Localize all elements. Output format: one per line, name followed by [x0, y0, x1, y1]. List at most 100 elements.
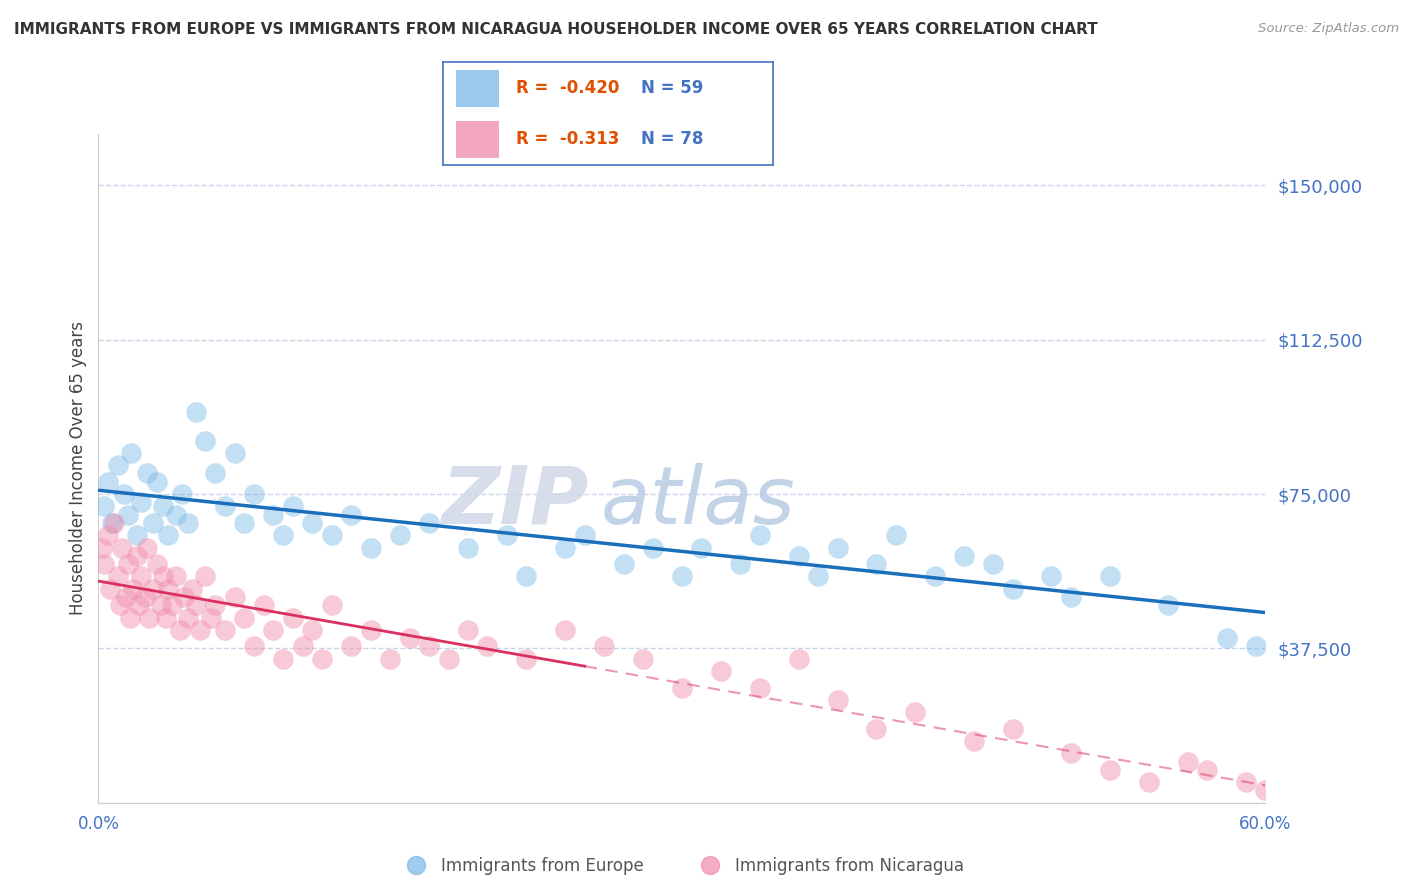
Point — [262, 623, 284, 637]
Point — [418, 640, 440, 654]
Point — [180, 582, 202, 596]
Point — [103, 516, 125, 530]
Point — [107, 569, 129, 583]
Point — [177, 516, 200, 530]
Point — [281, 500, 304, 514]
Point — [204, 467, 226, 481]
Point — [173, 590, 195, 604]
Point — [134, 590, 156, 604]
Point — [253, 598, 276, 612]
Point — [1294, 791, 1316, 805]
Point — [108, 598, 131, 612]
Legend: Immigrants from Europe, Immigrants from Nicaragua: Immigrants from Europe, Immigrants from … — [392, 850, 972, 881]
Point — [93, 500, 115, 514]
Point — [121, 446, 143, 460]
Point — [97, 475, 120, 489]
Text: N = 59: N = 59 — [641, 79, 703, 97]
Point — [146, 557, 169, 571]
Point — [904, 705, 927, 719]
Point — [631, 651, 654, 665]
Point — [321, 598, 343, 612]
Point — [97, 528, 120, 542]
FancyBboxPatch shape — [456, 70, 499, 106]
Point — [91, 541, 114, 555]
Point — [321, 528, 343, 542]
Point — [1254, 783, 1277, 797]
Point — [340, 508, 363, 522]
Text: R =  -0.313: R = -0.313 — [516, 130, 619, 148]
Point — [728, 557, 751, 571]
Point — [136, 541, 159, 555]
Point — [224, 446, 246, 460]
Point — [271, 528, 294, 542]
Point — [1274, 788, 1296, 802]
Point — [142, 582, 165, 596]
Point — [981, 557, 1004, 571]
Point — [152, 500, 174, 514]
Point — [170, 487, 193, 501]
Point — [291, 640, 314, 654]
Point — [233, 610, 256, 624]
Point — [360, 623, 382, 637]
Point — [301, 516, 323, 530]
Point — [418, 516, 440, 530]
Text: IMMIGRANTS FROM EUROPE VS IMMIGRANTS FROM NICARAGUA HOUSEHOLDER INCOME OVER 65 Y: IMMIGRANTS FROM EUROPE VS IMMIGRANTS FRO… — [14, 22, 1098, 37]
Point — [1244, 640, 1267, 654]
Point — [787, 549, 810, 563]
Point — [101, 516, 124, 530]
Point — [142, 516, 165, 530]
Point — [194, 569, 217, 583]
Point — [271, 651, 294, 665]
Y-axis label: Householder Income Over 65 years: Householder Income Over 65 years — [69, 321, 87, 615]
Point — [690, 541, 713, 555]
Point — [1040, 569, 1063, 583]
Point — [128, 598, 150, 612]
Point — [641, 541, 664, 555]
Point — [477, 640, 499, 654]
Point — [129, 495, 152, 509]
Point — [184, 405, 207, 419]
Point — [671, 681, 693, 695]
Point — [437, 651, 460, 665]
Point — [152, 569, 174, 583]
Point — [111, 541, 134, 555]
Point — [388, 528, 411, 542]
Point — [1137, 775, 1160, 789]
Point — [165, 508, 187, 522]
Point — [188, 623, 211, 637]
Point — [1177, 755, 1199, 769]
Point — [962, 734, 984, 748]
Point — [136, 467, 159, 481]
Point — [457, 541, 479, 555]
Point — [1157, 598, 1180, 612]
Text: N = 78: N = 78 — [641, 130, 703, 148]
Text: atlas: atlas — [600, 463, 794, 541]
Point — [243, 640, 266, 654]
Point — [457, 623, 479, 637]
Point — [112, 487, 135, 501]
Point — [554, 623, 576, 637]
Point — [515, 569, 537, 583]
Point — [924, 569, 946, 583]
Point — [169, 623, 191, 637]
Point — [214, 623, 236, 637]
Point — [146, 475, 169, 489]
Point — [107, 458, 129, 473]
Point — [807, 569, 830, 583]
Point — [311, 651, 333, 665]
Point — [554, 541, 576, 555]
Point — [398, 631, 420, 645]
Point — [149, 598, 172, 612]
Point — [233, 516, 256, 530]
FancyBboxPatch shape — [456, 121, 499, 158]
Point — [162, 598, 184, 612]
Point — [243, 487, 266, 501]
Point — [748, 528, 770, 542]
Point — [1234, 775, 1257, 789]
Point — [224, 590, 246, 604]
Point — [710, 664, 733, 678]
Point — [1001, 582, 1024, 596]
Point — [127, 528, 149, 542]
Point — [165, 569, 187, 583]
Point — [214, 500, 236, 514]
